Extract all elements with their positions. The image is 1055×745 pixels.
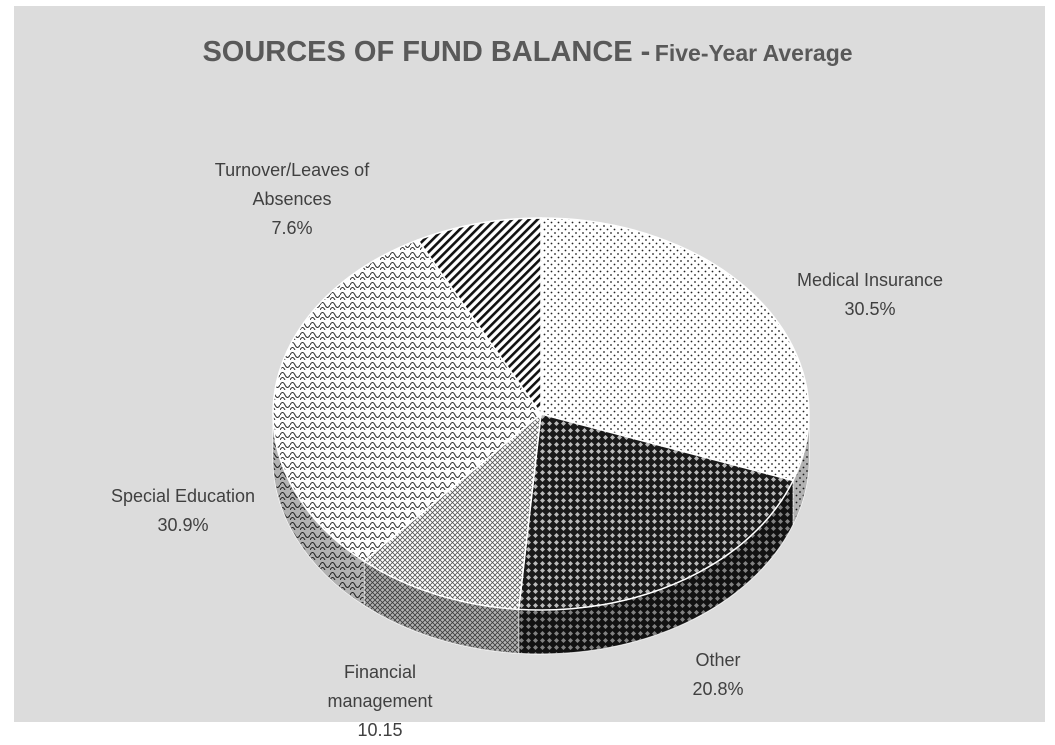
slice <box>540 217 810 482</box>
chart-title: SOURCES OF FUND BALANCE - <box>202 36 651 68</box>
value-label: 30.5% <box>844 299 896 319</box>
category-label: Other <box>695 650 741 670</box>
slice-side-shade <box>793 414 809 525</box>
value-label: 7.6% <box>271 218 313 238</box>
slice-side-shade <box>518 480 794 654</box>
slice <box>517 413 795 611</box>
slice-label: Medical Insurance 30.5% <box>740 266 1000 324</box>
slice-side-shade <box>273 414 365 606</box>
slice <box>416 217 542 417</box>
value-label: 30.9% <box>157 515 209 535</box>
slice-label: Special Education 30.9% <box>53 482 313 540</box>
category-label: Turnover/Leaves of Absences <box>214 160 370 209</box>
title-block: SOURCES OF FUND BALANCE - Five-Year Aver… <box>0 36 1055 69</box>
category-label: Special Education <box>110 486 256 506</box>
value-label: 10.15 <box>357 720 403 740</box>
slice-label: Financial management 10.15 <box>305 658 455 745</box>
slice-label: Turnover/Leaves of Absences 7.6% <box>187 156 397 243</box>
chart-subtitle: Five-Year Average <box>654 40 853 66</box>
category-label: Medical Insurance <box>796 270 944 290</box>
slice-label: Other 20.8% <box>618 646 818 704</box>
slice <box>362 412 542 611</box>
slice-side-shade <box>364 561 519 654</box>
category-label: Financial management <box>327 662 433 711</box>
value-label: 20.8% <box>692 679 744 699</box>
